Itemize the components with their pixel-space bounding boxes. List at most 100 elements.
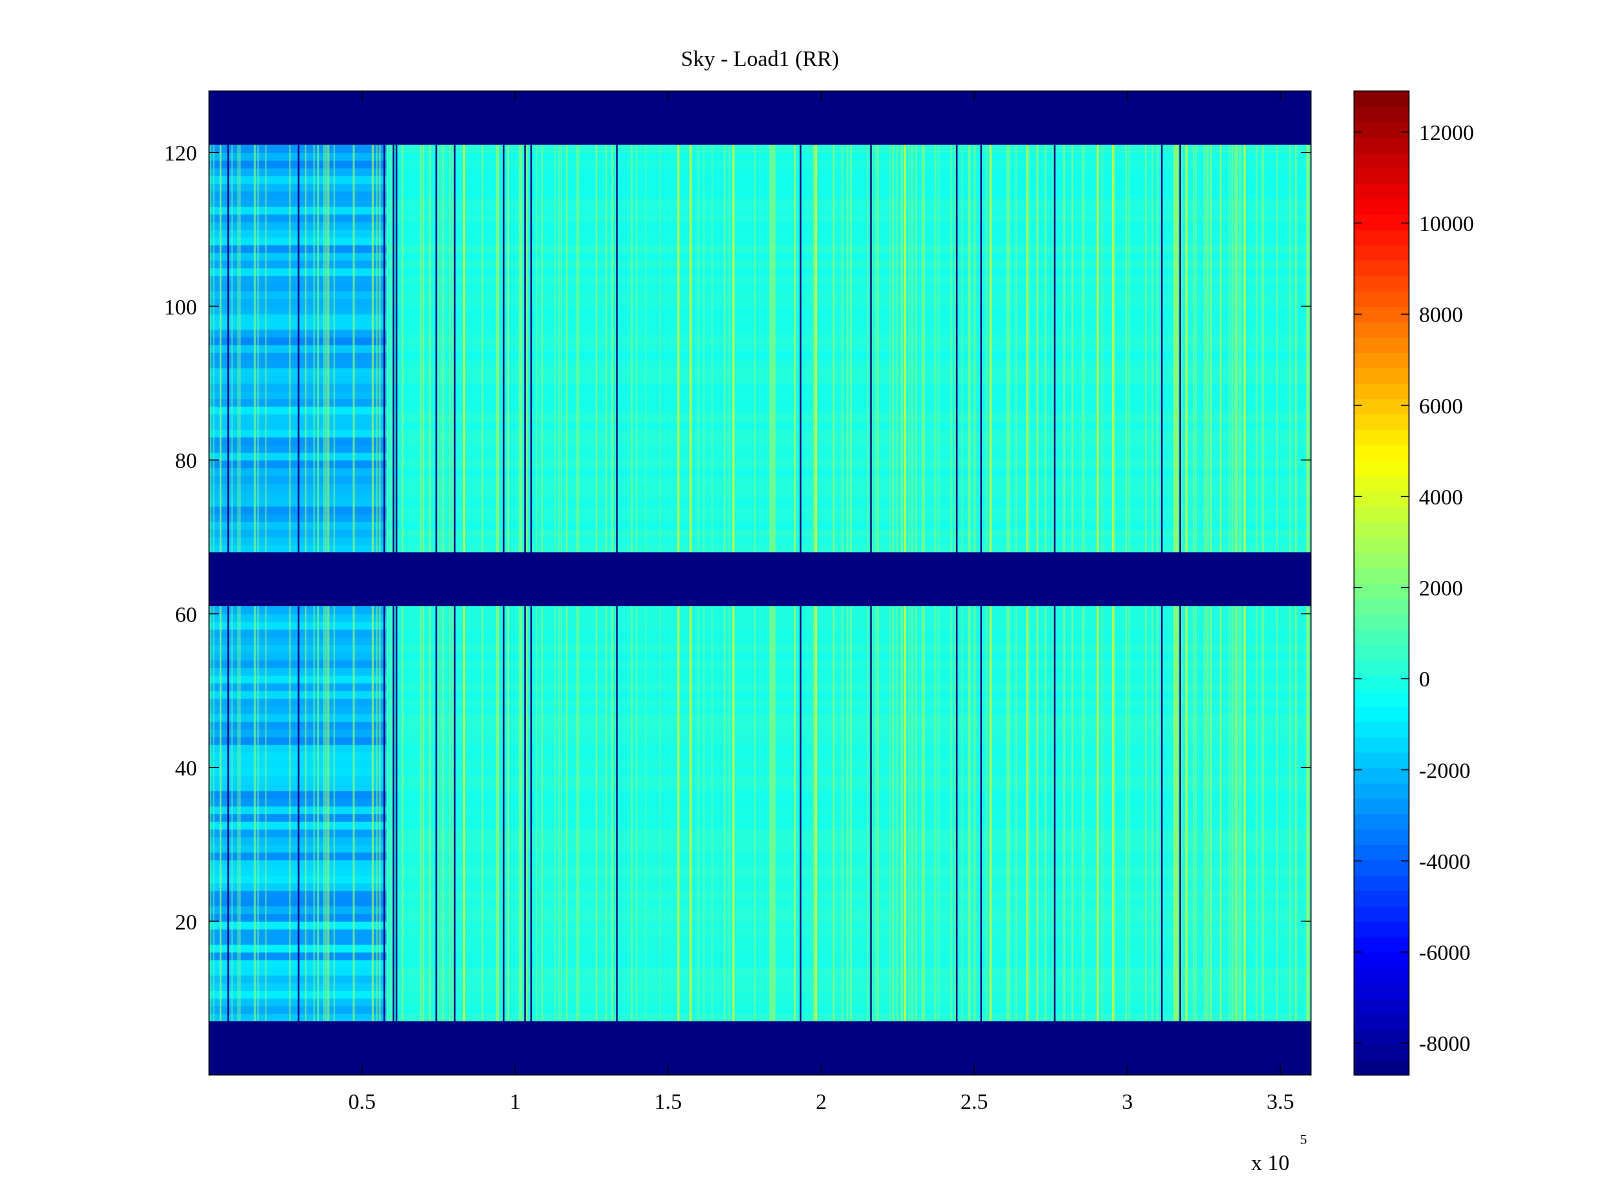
background-row — [386, 644, 1311, 653]
x-tick-label: 3 — [1122, 1089, 1133, 1114]
colorbar-step — [1354, 629, 1409, 646]
colorbar-tick-label: 4000 — [1419, 484, 1463, 509]
background-row — [386, 721, 1311, 730]
background-row — [386, 652, 1311, 661]
background-row — [386, 636, 1311, 645]
background-row — [386, 421, 1311, 430]
background-row — [386, 875, 1311, 884]
background-row — [386, 167, 1311, 177]
background-row — [386, 475, 1311, 484]
colorbar-step — [1354, 506, 1409, 523]
background-row — [386, 905, 1311, 915]
colorbar-step — [1354, 321, 1409, 338]
masked-band — [209, 552, 1311, 607]
background-row — [386, 729, 1311, 738]
colorbar-tick-label: 6000 — [1419, 393, 1463, 418]
background-row — [386, 882, 1311, 891]
background-row — [386, 436, 1311, 446]
background-row — [386, 1013, 1311, 1022]
background-row — [386, 698, 1311, 707]
colorbar-tick-label: 10000 — [1419, 211, 1474, 236]
colorbar-step — [1354, 782, 1409, 799]
colorbar-step — [1354, 721, 1409, 738]
background-row — [386, 290, 1311, 300]
chart-title: Sky - Load1 (RR) — [681, 46, 839, 71]
x-tick-label: 3.5 — [1267, 1089, 1295, 1114]
background-row — [386, 682, 1311, 692]
x-multiplier-exponent: 5 — [1300, 1133, 1307, 1148]
background-row — [386, 667, 1311, 676]
background-row — [386, 183, 1311, 192]
colorbar-step — [1354, 1028, 1409, 1045]
background-row — [386, 467, 1311, 476]
background-row — [386, 313, 1311, 323]
colorbar-step — [1354, 644, 1409, 661]
background-row — [386, 206, 1311, 215]
colorbar-axis: 12000 10000 8000 6000 4000 2000 0 -2000 -4000 -60… — [1354, 120, 1474, 1056]
background-row — [386, 321, 1311, 330]
colorbar-step — [1354, 1059, 1409, 1076]
colorbar-step — [1354, 167, 1409, 184]
background-row — [386, 852, 1311, 861]
background-row — [386, 406, 1311, 415]
plot-area — [209, 91, 1311, 1075]
background-row — [386, 413, 1311, 423]
plot-frame — [208, 90, 1312, 1076]
colorbar-step — [1354, 306, 1409, 323]
background-row — [386, 859, 1311, 868]
colorbar-step — [1354, 967, 1409, 984]
background-row — [386, 513, 1311, 522]
colorbar-step — [1354, 583, 1409, 599]
colorbar-step — [1354, 214, 1409, 230]
background-row — [386, 736, 1311, 745]
masked-band — [209, 91, 1311, 145]
colorbar-tick-label: 8000 — [1419, 302, 1463, 327]
colorbar-step — [1354, 290, 1409, 307]
background-row — [386, 544, 1311, 553]
x-axis: 0.5 1 1.5 2 2.5 3 3.5 — [348, 91, 1294, 1114]
colorbar-step — [1354, 260, 1409, 277]
colorbar-step — [1354, 91, 1409, 107]
background-row — [386, 390, 1311, 399]
background-row — [386, 244, 1311, 253]
colorbar-step — [1354, 998, 1409, 1015]
background-row — [386, 752, 1311, 761]
colorbar-step — [1354, 152, 1409, 169]
background-row — [386, 190, 1311, 200]
colorbar-step — [1354, 413, 1409, 430]
y-tick-label: 20 — [175, 909, 197, 934]
background-row — [386, 675, 1311, 684]
colorbar-step — [1354, 460, 1409, 476]
background-row — [386, 706, 1311, 715]
background-row — [386, 237, 1311, 246]
colorbar-step — [1354, 429, 1409, 446]
background-row — [386, 375, 1311, 384]
background-row — [386, 506, 1311, 515]
colorbar-step — [1354, 367, 1409, 384]
colorbar-step — [1354, 921, 1409, 938]
colorbar-steps — [1354, 91, 1409, 1076]
background-row — [386, 821, 1311, 830]
background-row — [386, 944, 1311, 953]
x-tick-label: 1.5 — [654, 1089, 682, 1114]
colorbar-step — [1354, 444, 1409, 461]
background-row — [386, 690, 1311, 699]
background-row — [386, 360, 1311, 369]
background-row — [386, 606, 1311, 615]
background-row — [386, 260, 1311, 269]
colorbar-step — [1354, 567, 1409, 584]
x-multiplier-label: x 10 — [1251, 1150, 1290, 1175]
x-tick-label: 0.5 — [348, 1089, 376, 1114]
colorbar-step — [1354, 859, 1409, 876]
background-row — [386, 214, 1311, 223]
colorbar-frame — [1353, 90, 1410, 1076]
background-row — [386, 613, 1311, 622]
background-row — [386, 198, 1311, 207]
background-row — [386, 629, 1311, 638]
colorbar-step — [1354, 767, 1409, 784]
colorbar-step — [1354, 813, 1409, 830]
background-row — [386, 982, 1311, 991]
background-row — [386, 775, 1311, 784]
colorbar-step — [1354, 875, 1409, 892]
